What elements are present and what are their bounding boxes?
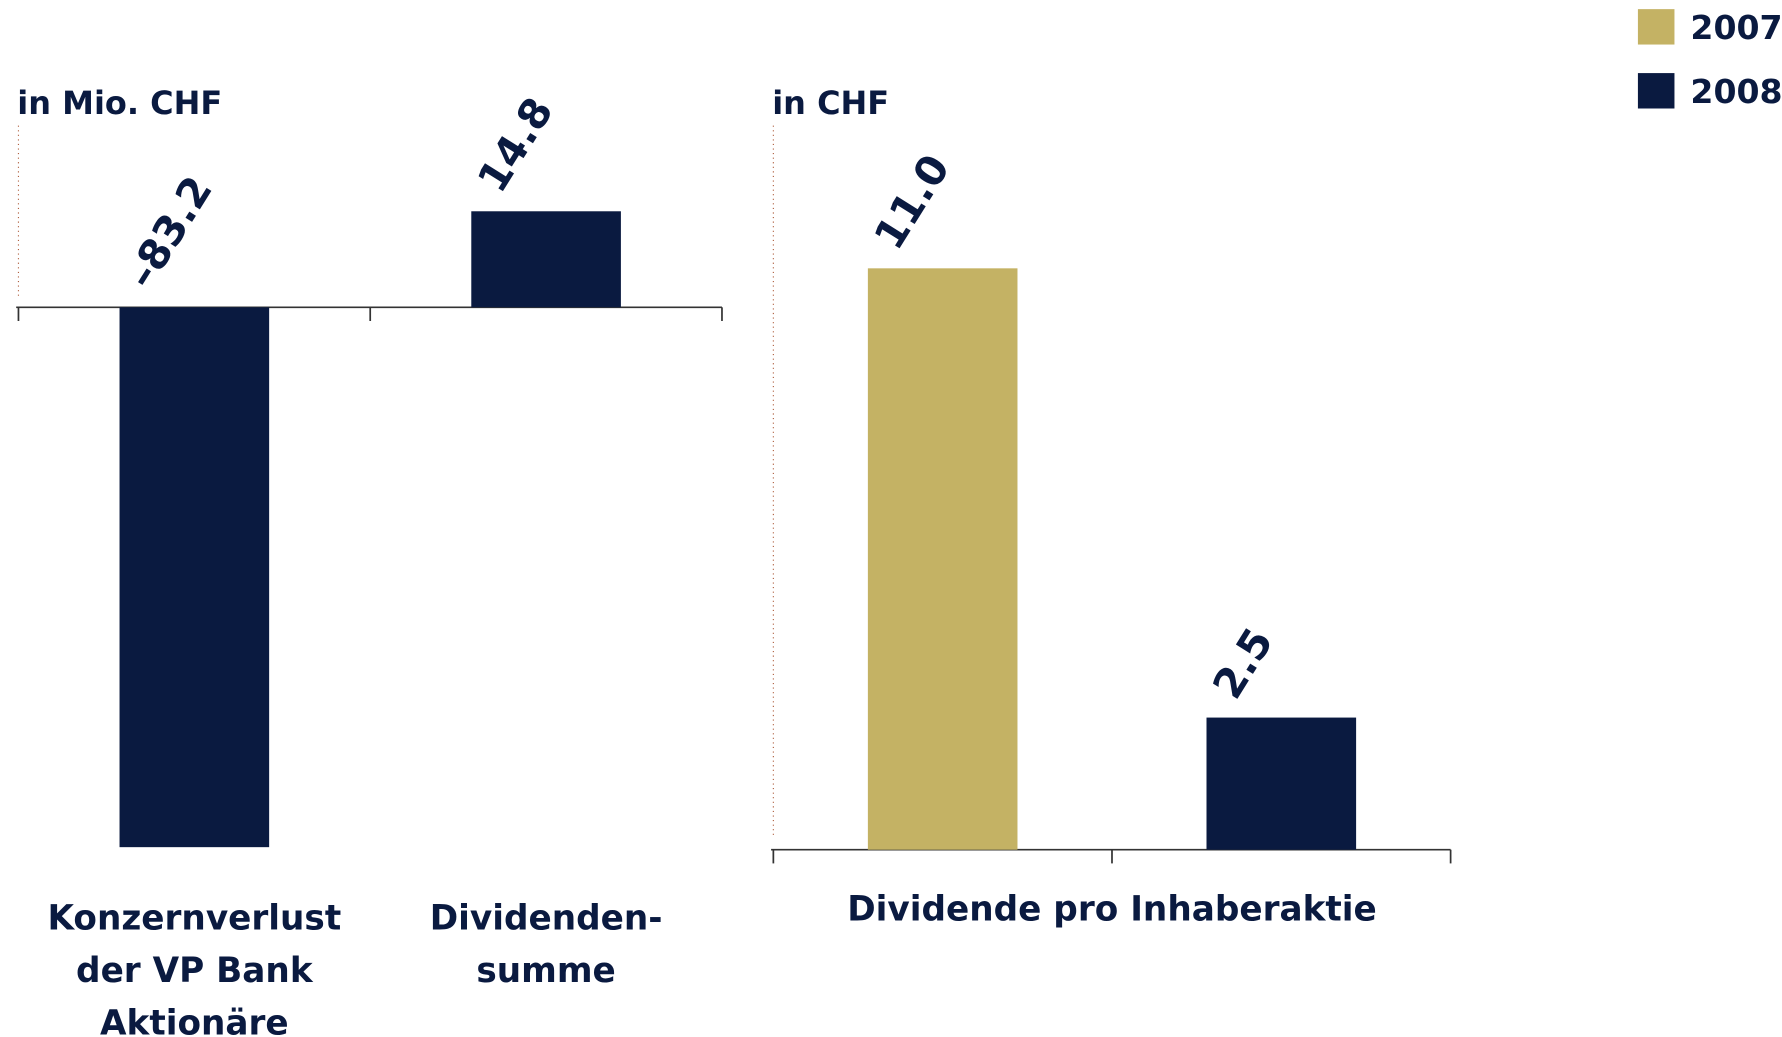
bar bbox=[119, 307, 270, 848]
value-label: 14.8 bbox=[468, 89, 562, 200]
category-label: Dividende pro Inhaberaktie bbox=[847, 889, 1377, 930]
axis-unit-label: in CHF bbox=[772, 84, 889, 122]
legend-swatch bbox=[1637, 9, 1675, 45]
legend-label: 2007 bbox=[1690, 8, 1782, 47]
bar bbox=[867, 268, 1018, 850]
legend-label: 2008 bbox=[1690, 72, 1782, 111]
category-label: Konzernverlust der VP Bank Aktionäre bbox=[47, 898, 342, 1037]
bar bbox=[471, 211, 621, 308]
legend-swatch bbox=[1637, 73, 1675, 109]
category-label-box: Konzernverlust der VP Bank Aktionäre bbox=[47, 898, 342, 1037]
category-label-box: Dividende pro Inhaberaktie bbox=[847, 889, 1377, 930]
value-label: 11.0 bbox=[865, 146, 959, 257]
bar bbox=[1206, 717, 1357, 850]
category-label: Dividenden-summe bbox=[429, 898, 663, 992]
category-label-box: Dividenden-summe bbox=[429, 898, 663, 992]
value-label: –83.2 bbox=[116, 168, 221, 297]
value-label: 2.5 bbox=[1203, 620, 1282, 707]
axis-unit-label: in Mio. CHF bbox=[17, 84, 222, 122]
